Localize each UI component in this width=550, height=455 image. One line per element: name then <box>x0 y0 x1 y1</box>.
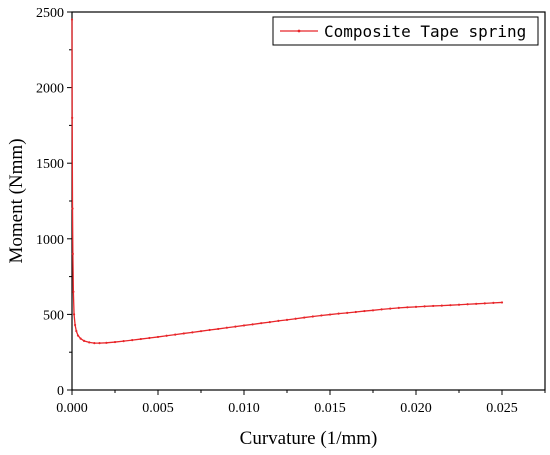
data-point <box>397 306 400 309</box>
data-point <box>165 334 168 337</box>
data-point <box>406 306 409 309</box>
data-point <box>76 334 80 337</box>
plot-frame <box>71 11 546 391</box>
legend-entry-label: Composite Tape spring <box>324 22 526 41</box>
data-point <box>311 315 314 318</box>
y-axis-label: Moment (Nmm) <box>6 138 27 263</box>
data-point <box>449 304 452 307</box>
data-point <box>71 116 74 119</box>
data-point <box>268 321 271 324</box>
data-point <box>105 341 108 344</box>
data-point <box>303 316 306 319</box>
data-point <box>337 312 340 315</box>
data-point <box>475 302 478 305</box>
x-tick-label: 0.020 <box>400 401 432 416</box>
data-point <box>423 305 426 308</box>
data-point <box>88 341 91 344</box>
data-point <box>73 323 77 327</box>
data-point <box>191 331 194 334</box>
x-tick-label: 0.000 <box>56 401 88 416</box>
data-point <box>72 313 76 316</box>
data-point <box>251 323 254 326</box>
x-tick-label: 0.025 <box>486 401 518 416</box>
data-point <box>71 207 74 210</box>
data-point <box>234 325 237 328</box>
data-point <box>82 339 86 342</box>
data-point <box>285 318 289 321</box>
data-point <box>432 304 435 308</box>
x-tick-label: 0.005 <box>142 401 174 416</box>
data-point <box>294 317 297 320</box>
data-point <box>500 301 504 304</box>
data-point <box>75 329 78 333</box>
legend: Composite Tape spring <box>272 16 539 46</box>
y-tick-label: 0 <box>57 384 64 399</box>
x-tick-label: 0.015 <box>314 401 346 416</box>
data-point <box>346 311 349 314</box>
data-point <box>242 324 246 327</box>
data-point <box>208 328 211 332</box>
y-tick-label: 2500 <box>36 6 64 21</box>
x-axis-ticks: 0.000 0.005 0.010 0.015 0.020 0.025 <box>56 390 546 416</box>
x-tick-label: 0.010 <box>228 401 260 416</box>
data-point <box>363 309 366 313</box>
data-point <box>79 337 82 340</box>
y-tick-label: 500 <box>43 308 64 323</box>
data-point <box>225 326 228 329</box>
data-point <box>440 304 443 307</box>
series-line <box>71 19 503 344</box>
data-point <box>414 305 418 308</box>
data-point <box>113 340 117 344</box>
data-point <box>389 307 392 310</box>
y-tick-label: 1500 <box>36 157 64 172</box>
data-point <box>328 313 332 316</box>
data-point <box>98 342 101 345</box>
x-axis-label: Curvature (1/mm) <box>240 428 378 449</box>
data-point <box>72 290 75 293</box>
legend-swatch-marker <box>297 29 301 33</box>
data-point <box>156 335 160 339</box>
data-point <box>371 309 375 312</box>
data-point <box>320 314 323 317</box>
data-point <box>122 340 125 343</box>
data-point <box>277 319 280 323</box>
y-axis-ticks: 0 500 1000 1500 2000 2500 <box>36 6 72 399</box>
data-point <box>131 339 134 342</box>
data-point <box>199 330 203 333</box>
y-tick-label: 1000 <box>36 233 64 248</box>
data-point <box>70 18 74 21</box>
data-point <box>483 302 486 305</box>
data-point <box>217 327 220 331</box>
data-point <box>139 337 142 341</box>
plot-border <box>71 11 546 391</box>
data-point <box>492 301 495 305</box>
series-layer <box>70 18 504 345</box>
data-point <box>354 310 357 314</box>
data-point <box>93 342 96 345</box>
data-point <box>71 252 74 256</box>
data-point <box>182 332 185 335</box>
y-tick-label: 2000 <box>36 82 64 97</box>
data-point <box>380 308 383 311</box>
data-point <box>148 336 151 340</box>
data-point <box>466 303 469 306</box>
data-point <box>260 322 263 325</box>
data-point <box>457 303 461 306</box>
data-point <box>174 333 177 336</box>
